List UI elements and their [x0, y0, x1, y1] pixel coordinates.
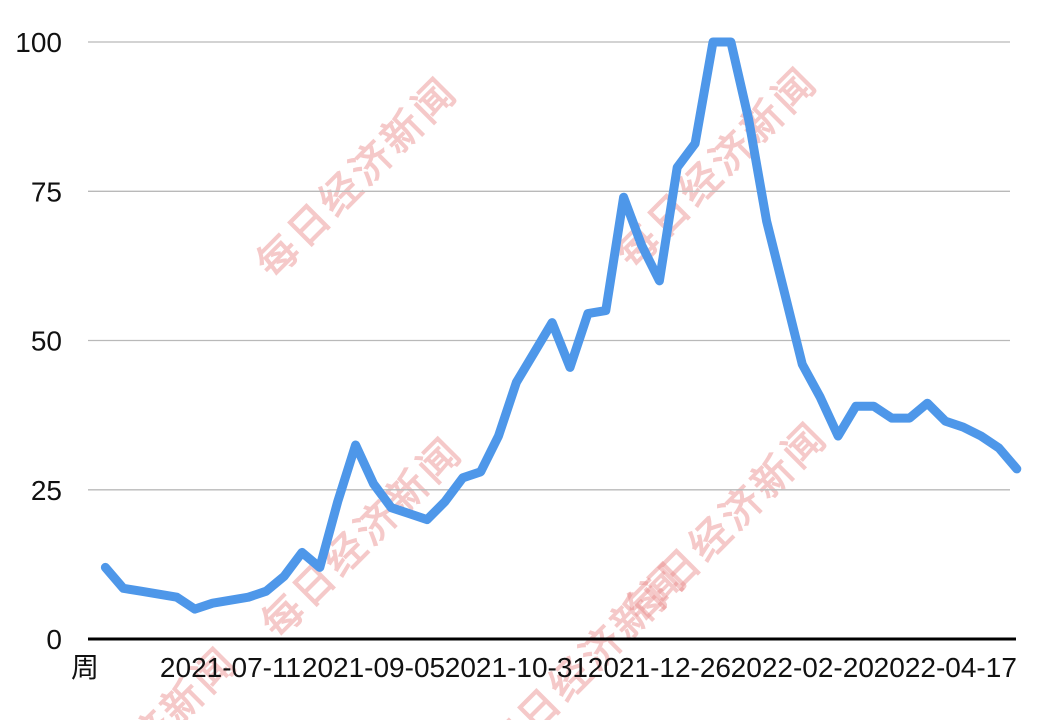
- y-tick-label-75: 75: [31, 176, 62, 207]
- x-tick-label-2022-02-20: 2022-02-20: [731, 652, 874, 683]
- trend-line-series: [100, 37, 1022, 614]
- x-tick-label-2021-10-31: 2021-10-31: [445, 652, 588, 683]
- x-tick-label-2022-04-17: 2022-04-17: [874, 652, 1017, 683]
- x-tick-label-2021-07-11: 2021-07-11: [160, 652, 301, 683]
- x-tick-label-2021-09-05: 2021-09-05: [302, 652, 445, 683]
- y-tick-label-25: 25: [31, 475, 62, 506]
- x-axis-unit-label: 周: [71, 652, 99, 683]
- y-tick-label-0: 0: [46, 624, 62, 655]
- y-tick-label-50: 50: [31, 326, 62, 357]
- x-tick-label-2021-12-26: 2021-12-26: [588, 652, 731, 683]
- y-tick-label-100: 100: [15, 27, 62, 58]
